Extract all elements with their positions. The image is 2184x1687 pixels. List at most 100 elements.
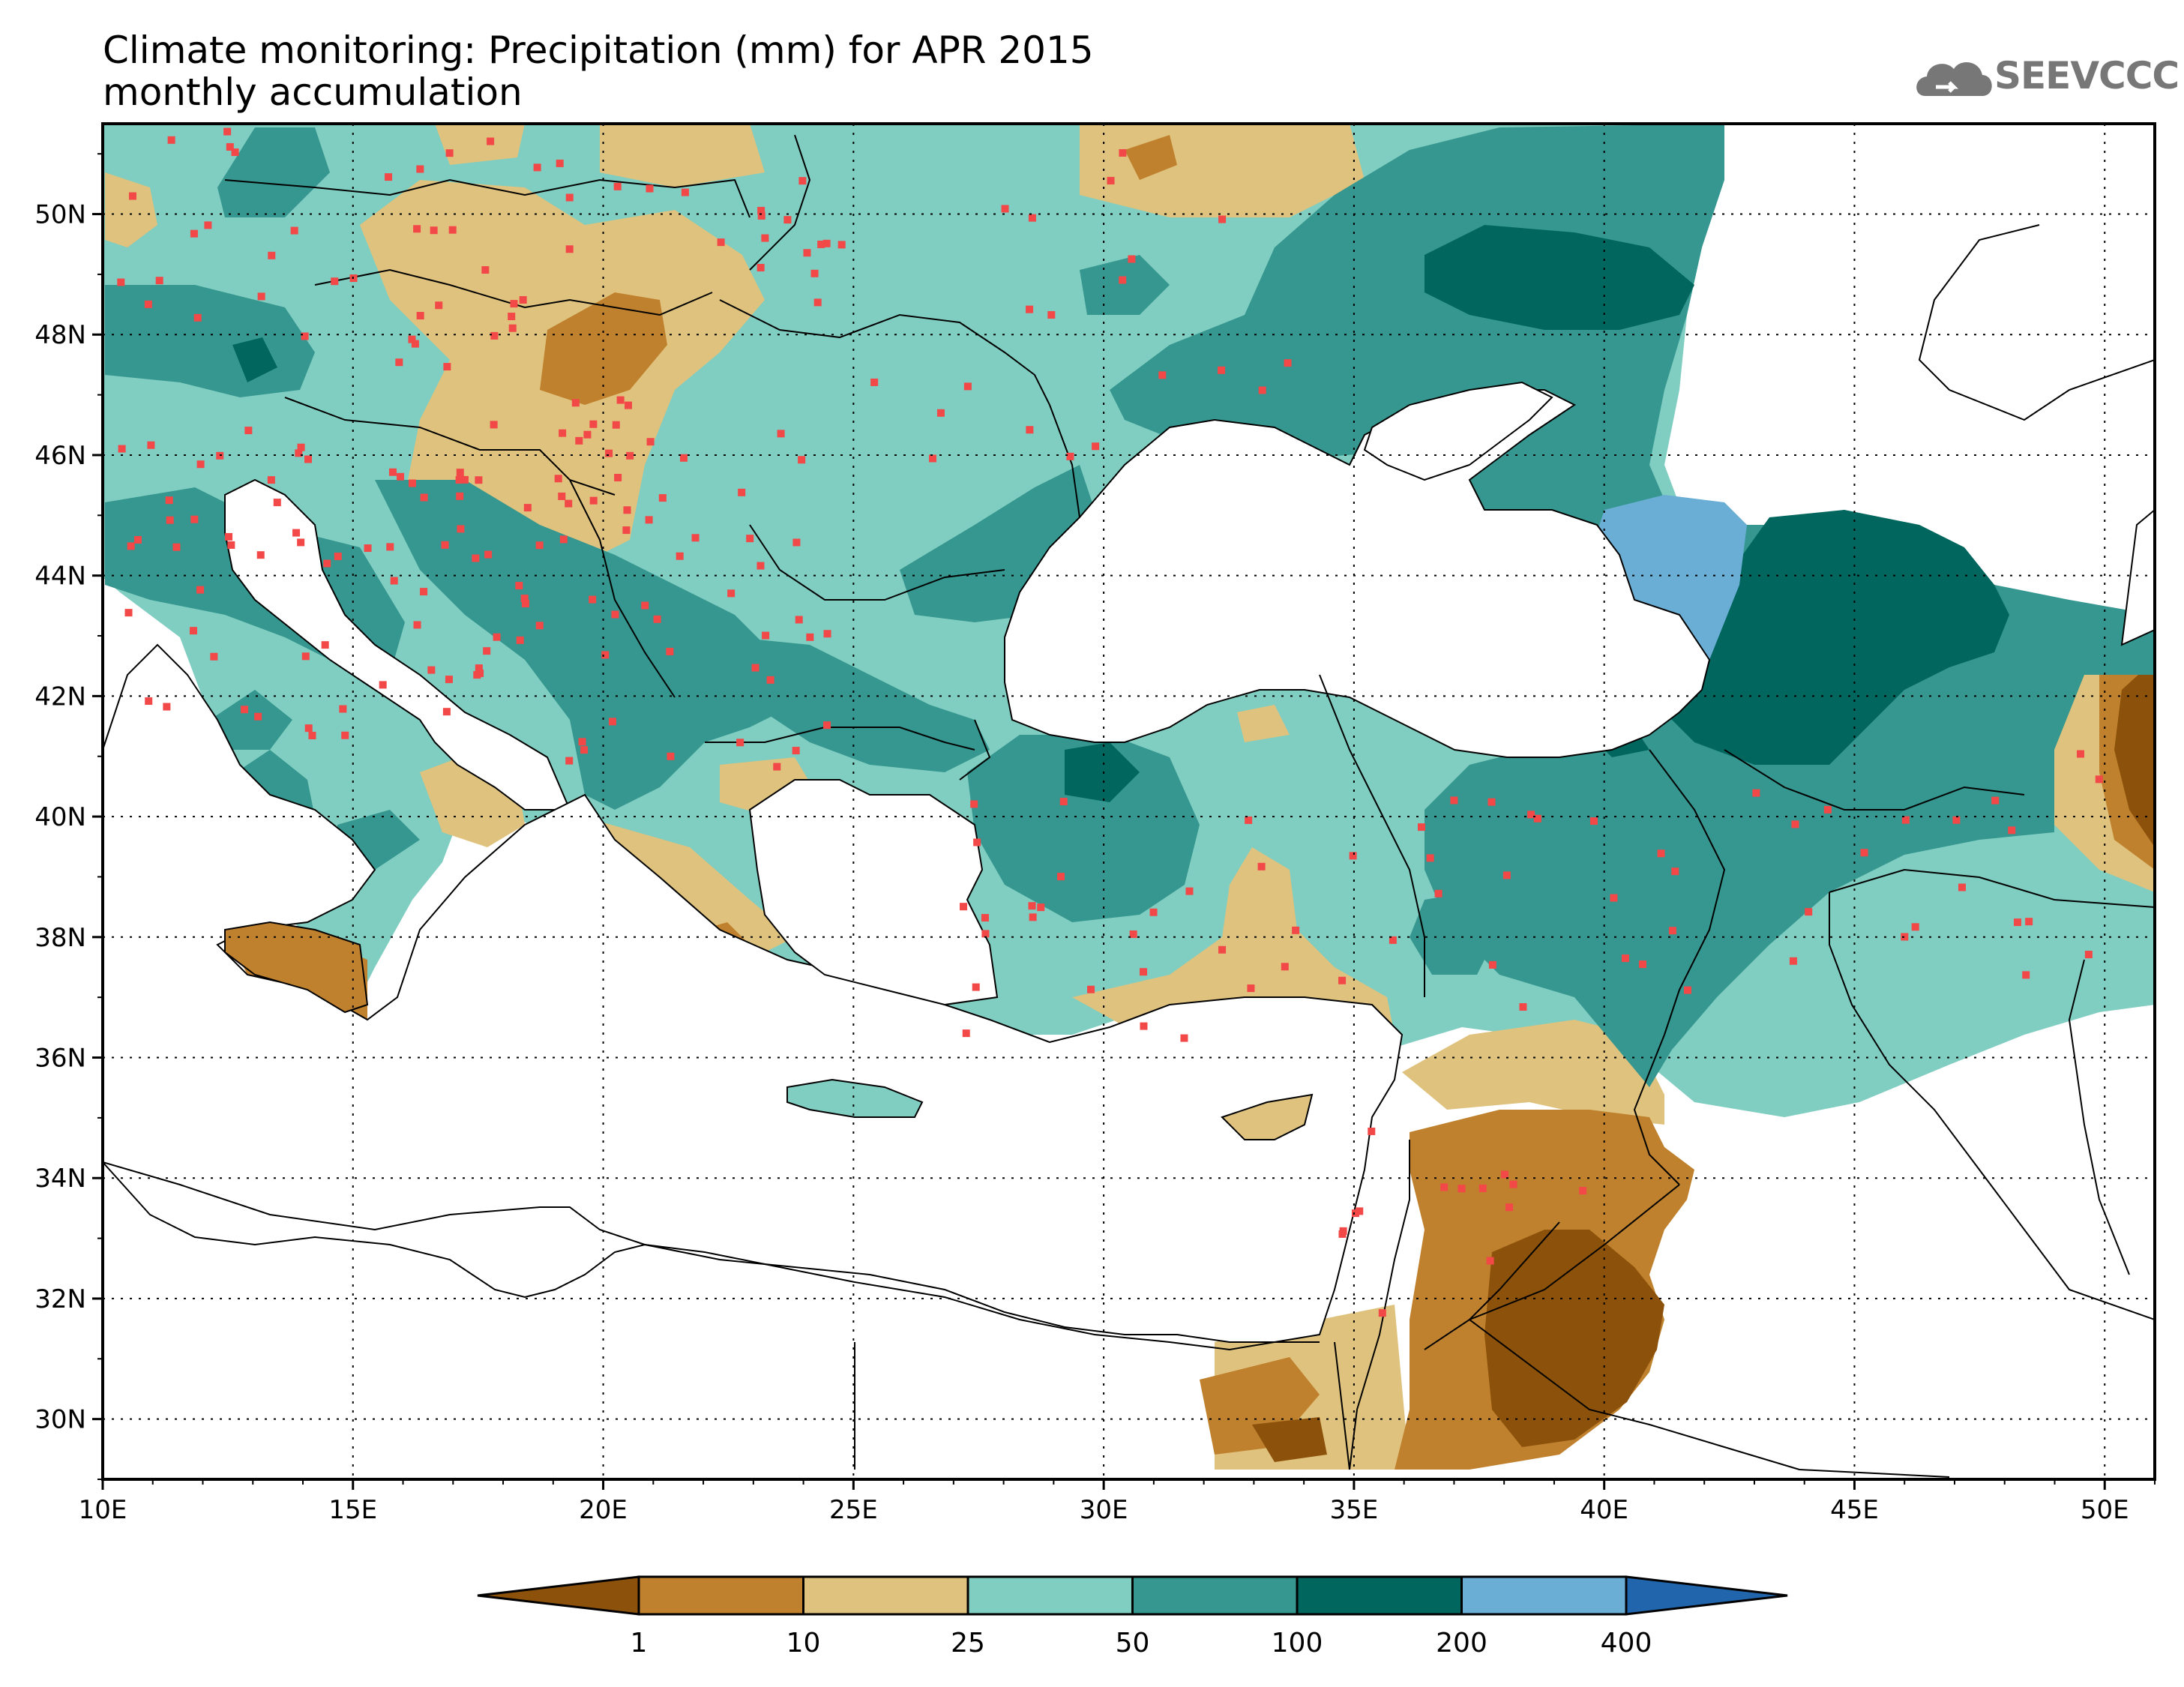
station-marker <box>822 239 831 247</box>
station-marker <box>981 914 989 922</box>
station-marker <box>508 324 517 332</box>
station-marker <box>1589 817 1598 826</box>
station-marker <box>777 430 785 438</box>
map-frame <box>101 122 2156 1481</box>
field-100-200 <box>1425 225 1694 330</box>
colorbar-segment <box>1296 1575 1463 1616</box>
station-marker <box>408 335 416 343</box>
lat-tick-label: 42N <box>34 682 86 712</box>
station-marker <box>810 269 819 277</box>
station-marker <box>1527 811 1535 819</box>
station-marker <box>166 516 174 524</box>
station-marker <box>1378 1309 1386 1317</box>
latitude-axis: 30N 32N 34N 36N 38N 40N 42N 44N 46N 48N 50N <box>34 153 103 1480</box>
station-marker <box>2008 826 2016 835</box>
station-marker <box>727 589 735 598</box>
station-marker <box>773 763 781 771</box>
station-marker <box>1338 1230 1347 1238</box>
station-marker <box>962 1029 970 1038</box>
station-marker <box>1047 310 1056 319</box>
station-marker <box>565 193 574 202</box>
station-marker <box>420 588 428 596</box>
station-marker <box>165 496 173 505</box>
station-marker <box>1901 816 1910 824</box>
station-marker <box>559 535 568 544</box>
cloud-icon <box>1916 61 1992 96</box>
station-marker <box>519 295 527 304</box>
station-marker <box>413 225 421 233</box>
station-marker <box>1257 862 1266 870</box>
colorbar-segment <box>966 1575 1134 1616</box>
station-marker <box>441 541 449 549</box>
station-marker <box>510 300 518 308</box>
station-marker <box>1488 960 1496 969</box>
station-marker <box>390 577 398 585</box>
sicily <box>224 921 369 1014</box>
colorbar-label: 400 <box>1601 1628 1652 1659</box>
station-marker <box>364 544 372 553</box>
station-marker <box>442 708 451 716</box>
station-marker <box>612 421 620 429</box>
station-marker <box>172 543 181 551</box>
station-marker <box>304 724 313 733</box>
station-marker <box>189 627 197 635</box>
station-marker <box>762 631 770 640</box>
station-marker <box>379 681 387 689</box>
station-marker <box>455 476 463 484</box>
lat-tick-label: 40N <box>34 802 86 832</box>
station-marker <box>565 245 574 253</box>
station-marker <box>813 298 822 307</box>
country-borders <box>224 134 2155 1478</box>
lon-tick-label: 35E <box>1330 1495 1379 1525</box>
lat-tick-label: 32N <box>34 1284 86 1314</box>
station-marker <box>420 493 428 502</box>
station-marker <box>653 615 661 623</box>
station-marker <box>331 277 339 286</box>
station-marker <box>1028 902 1036 910</box>
station-marker <box>516 636 524 644</box>
colorbar-label: 100 <box>1272 1628 1323 1659</box>
station-marker <box>1140 968 1148 976</box>
station-marker <box>457 525 465 533</box>
station-marker <box>413 621 421 629</box>
station-marker <box>430 226 438 235</box>
station-marker <box>226 142 234 151</box>
station-marker <box>520 595 529 603</box>
station-marker <box>761 234 769 242</box>
station-marker <box>1066 452 1074 460</box>
station-marker <box>1119 148 1127 157</box>
station-marker <box>757 206 765 214</box>
station-marker <box>308 732 316 740</box>
map-title: Climate monitoring: Precipitation (mm) f… <box>103 28 1094 72</box>
station-marker <box>929 454 937 463</box>
lat-tick-label: 30N <box>34 1405 86 1435</box>
station-marker <box>622 526 631 535</box>
station-marker <box>535 541 544 550</box>
station-marker <box>1533 814 1541 823</box>
station-marker <box>1158 371 1167 379</box>
station-marker <box>193 313 202 322</box>
station-marker <box>155 277 163 285</box>
lon-tick-label: 15E <box>328 1495 377 1525</box>
station-marker <box>605 449 613 457</box>
station-marker <box>1621 954 1629 963</box>
station-marker <box>1502 871 1511 879</box>
station-marker <box>614 474 622 482</box>
field-below-1 <box>1484 1230 1664 1447</box>
colorbar: 1 10 25 50 100 200 400 <box>477 1575 1788 1659</box>
station-marker <box>623 506 631 514</box>
station-marker <box>1180 1034 1188 1042</box>
lon-tick-label: 25E <box>829 1495 878 1525</box>
crete <box>786 1078 924 1118</box>
station-marker <box>1056 873 1065 881</box>
station-marker <box>936 409 945 417</box>
station-marker <box>521 600 529 608</box>
station-marker <box>766 676 774 684</box>
station-marker <box>803 249 811 257</box>
station-marker <box>666 648 674 656</box>
caspian-coast <box>2120 508 2155 646</box>
station-marker <box>1059 798 1068 806</box>
station-marker <box>408 479 416 487</box>
station-marker <box>210 652 218 661</box>
